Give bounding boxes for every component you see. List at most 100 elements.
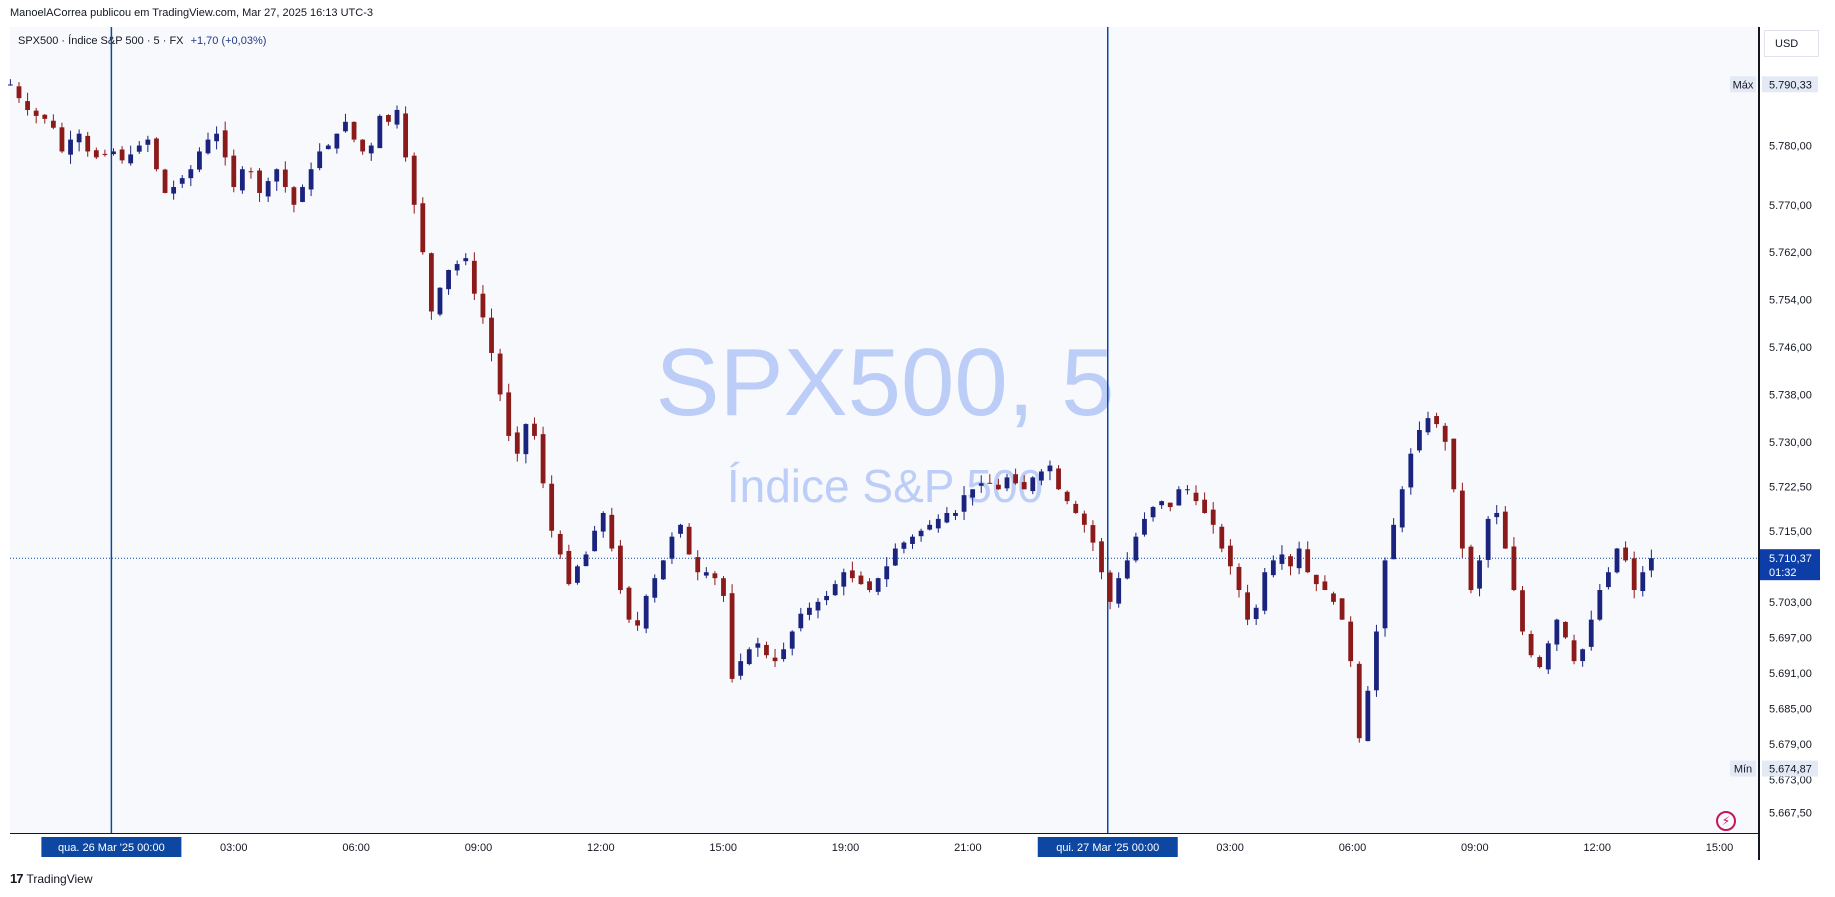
candle-body: [1365, 690, 1371, 742]
candle-body: [1580, 649, 1586, 662]
candle-body: [59, 127, 65, 152]
candle-body: [1563, 621, 1568, 638]
candle-body: [454, 264, 460, 271]
watermark-subtitle: Índice S&P 500: [727, 460, 1043, 512]
candle-body: [764, 644, 769, 656]
candle-body: [214, 133, 219, 142]
candle-body: [377, 115, 383, 149]
candle-body: [892, 548, 898, 566]
candle-body: [867, 581, 872, 591]
candle-body: [678, 524, 683, 534]
min-value-box: [1762, 760, 1818, 777]
candle-body: [1606, 572, 1611, 588]
candle-body: [961, 495, 967, 512]
candle-body: [282, 169, 288, 188]
price-labels: Máx 5.790,33 Mín 5.674,87 5.710,37 01:32: [1730, 76, 1820, 777]
candle-body: [532, 423, 537, 436]
candle-body: [1623, 547, 1628, 561]
candle-body: [1202, 499, 1208, 513]
time-tick-label: 15:00: [709, 842, 737, 854]
price-tick-label: 5.703,00: [1769, 597, 1812, 609]
candle-body: [8, 84, 13, 86]
candle-body: [257, 170, 262, 193]
candle-body: [660, 560, 666, 580]
candle-body: [480, 293, 486, 318]
candle-body: [918, 530, 924, 537]
candle-body: [1270, 560, 1276, 576]
candle-body: [901, 542, 907, 549]
candle-body: [1193, 492, 1199, 502]
time-axis[interactable]: [10, 833, 1758, 861]
max-value-label: 5.790,33: [1769, 79, 1812, 91]
price-tick-label: 5.746,00: [1769, 342, 1812, 354]
time-tick-label: 03:00: [1216, 842, 1244, 854]
candle-body: [815, 601, 821, 611]
candle-body: [351, 121, 357, 140]
time-tick-label: 06:00: [342, 842, 370, 854]
candle-body: [721, 578, 726, 596]
price-axis-divider: [1758, 27, 1760, 860]
candle-body: [1571, 640, 1577, 662]
symbol-line: SPX500 · Índice S&P 500 · 5 · FX: [18, 35, 184, 47]
time-tick-label: 06:00: [1339, 842, 1367, 854]
candle-body: [635, 620, 640, 626]
price-tick-label: 5.762,00: [1769, 247, 1812, 259]
candle-body: [996, 484, 1001, 490]
price-tick-label: 5.685,00: [1769, 704, 1812, 716]
candle-body: [592, 530, 598, 552]
candle-body: [1451, 438, 1457, 490]
price-tick-label: 5.770,00: [1769, 200, 1812, 212]
candle-body: [514, 432, 520, 454]
candle-body: [549, 483, 555, 531]
candle-body: [1502, 511, 1508, 549]
candle-body: [111, 151, 116, 155]
candle-body: [197, 151, 202, 170]
candle-body: [428, 253, 434, 312]
plot-area[interactable]: [10, 27, 1758, 833]
candle-body: [1417, 430, 1422, 451]
candle-body: [420, 203, 426, 253]
candle-body: [145, 139, 151, 145]
candle-body: [308, 169, 314, 190]
candle-body: [875, 578, 881, 592]
candle-body: [1494, 512, 1500, 518]
time-tick-label: 12:00: [587, 842, 615, 854]
candle-body: [119, 149, 125, 161]
min-value-label: 5.674,87: [1769, 764, 1812, 776]
symbol-legend[interactable]: SPX500 · Índice S&P 500 · 5 · FX +1,70 (…: [18, 35, 266, 47]
candle-body: [824, 595, 829, 601]
candle-body: [239, 169, 245, 191]
candle-body: [669, 536, 675, 559]
candle-body: [617, 545, 623, 591]
candle-body: [1339, 598, 1345, 620]
candle-body: [1038, 471, 1044, 481]
candle-body: [1313, 574, 1319, 585]
time-tick-label: 03:00: [220, 842, 248, 854]
candle-body: [772, 657, 778, 662]
candle-body: [1081, 513, 1087, 525]
candle-body: [1176, 489, 1182, 506]
candle-body: [1597, 590, 1603, 620]
candle-body: [1374, 631, 1379, 691]
price-tick-label: 5.722,50: [1769, 481, 1812, 493]
candle-body: [849, 570, 855, 579]
candle-body: [1399, 489, 1405, 528]
time-axis-labels: qua. 26 Mar '25 00:00 03:00 06:00 09:00 12:0…: [41, 837, 1733, 857]
max-value-box: [1762, 76, 1818, 93]
currency-button[interactable]: USD: [1764, 30, 1819, 57]
price-tick-label: 5.754,00: [1769, 295, 1812, 307]
price-axis[interactable]: 5.790,33 5.780,00 5.770,00 5.762,00 5.754,00…: [1769, 79, 1812, 819]
candle-body: [1382, 560, 1388, 629]
candle-body: [1511, 546, 1517, 591]
tradingview-logo-icon: 17: [10, 871, 24, 886]
candle-body: [128, 154, 134, 164]
candle-body: [154, 138, 159, 170]
candle-body: [403, 113, 409, 158]
candle-body: [1159, 501, 1165, 506]
lightning-icon[interactable]: ⚡: [1716, 811, 1736, 831]
candle-body: [1288, 556, 1293, 567]
candle-body: [686, 526, 692, 555]
candle-body: [368, 145, 374, 154]
price-tick-label: 5.673,00: [1769, 775, 1812, 787]
